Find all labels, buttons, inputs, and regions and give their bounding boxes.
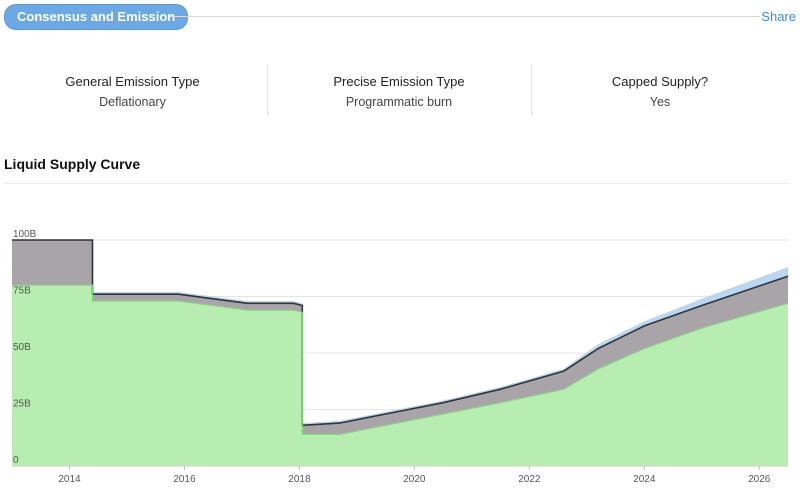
stat-capped-supply: Capped Supply? Yes [532, 62, 788, 118]
area-liquid [12, 285, 788, 466]
stat-value: Programmatic burn [345, 95, 453, 109]
y-tick-label: 100B [13, 229, 37, 240]
y-tick-label: 25B [13, 399, 31, 410]
stat-divider [531, 64, 532, 116]
x-tick-label: 2022 [518, 474, 541, 485]
stat-value: Yes [649, 95, 671, 109]
stat-label: Capped Supply? [611, 74, 709, 89]
x-tick-label: 2024 [633, 474, 656, 485]
share-link[interactable]: Share [761, 9, 796, 24]
chart-title: Liquid Supply Curve [4, 156, 141, 172]
x-tick-label: 2014 [58, 474, 81, 485]
header-divider [170, 16, 760, 17]
chart-title-divider [4, 183, 790, 184]
stat-label: Precise Emission Type [333, 74, 465, 89]
y-tick-label: 50B [13, 342, 31, 353]
x-tick-label: 2026 [748, 474, 771, 485]
stat-label: General Emission Type [65, 74, 200, 89]
stat-value: Deflationary [99, 95, 166, 109]
stat-divider [267, 64, 268, 116]
stat-general-emission-type: General Emission Type Deflationary [0, 62, 265, 118]
x-tick-label: 2016 [173, 474, 196, 485]
x-tick-label: 2020 [403, 474, 426, 485]
x-tick-label: 2018 [288, 474, 311, 485]
stat-precise-emission-type: Precise Emission Type Programmatic burn [268, 62, 530, 118]
section-tab-consensus-emission[interactable]: Consensus and Emission [4, 4, 189, 30]
emission-stats: General Emission Type Deflationary Preci… [0, 62, 800, 118]
y-tick-label: 75B [13, 286, 31, 297]
line-liquid-supply [12, 284, 789, 435]
y-tick-label: 0 [13, 455, 19, 466]
